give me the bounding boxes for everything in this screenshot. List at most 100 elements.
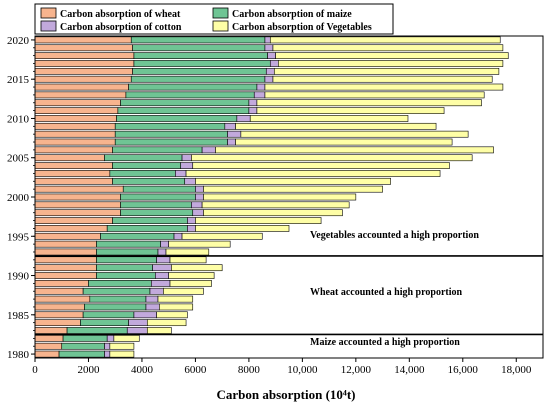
legend-label-vegetables: Carbon absorption of Vegetables (232, 22, 372, 33)
bar-2018-series-2 (267, 52, 276, 59)
bar-2012-series-0 (34, 99, 121, 107)
bar-2011-series-3 (256, 107, 445, 114)
bar-1985-series-3 (156, 311, 188, 319)
bar-1995-series-2 (173, 232, 183, 240)
y-tick-label-6: 2010 (7, 113, 30, 125)
bar-2000-series-3 (203, 193, 357, 201)
bar-1983-series-1 (66, 327, 128, 334)
bar-2014-series-3 (264, 83, 504, 91)
bar-2019-series-2 (264, 44, 274, 52)
bar-1989-series-3 (169, 280, 212, 287)
bar-1995-series-0 (34, 232, 101, 240)
bar-2013-series-0 (34, 91, 127, 99)
bar-2014-series-1 (128, 83, 258, 91)
bar-2001-series-1 (122, 185, 196, 193)
legend-swatch-maize (212, 7, 229, 19)
bar-2007-series-2 (227, 138, 236, 146)
y-tick-label-7: 2015 (7, 74, 30, 86)
bar-2009-series-2 (224, 122, 236, 130)
legend-label-wheat: Carbon absorption of wheat (60, 9, 181, 20)
bar-2004-series-3 (192, 162, 450, 169)
x-tick-label-0: 0 (32, 364, 38, 376)
bar-2020-series-0 (34, 36, 132, 44)
bar-2013-series-3 (264, 91, 485, 99)
bar-2017-series-1 (133, 60, 271, 67)
bar-1992-series-2 (156, 256, 171, 264)
bar-1982-series-2 (106, 334, 115, 342)
legend-swatch-vegetables (212, 20, 229, 32)
bar-1984-series-0 (34, 319, 81, 327)
y-tick-label-1: 1985 (7, 310, 30, 322)
bar-2000-series-2 (195, 193, 204, 201)
bar-2005-series-3 (191, 154, 473, 162)
bar-2007-series-3 (235, 138, 453, 146)
legend-swatch-cotton (40, 20, 57, 32)
bar-2002-series-0 (34, 177, 113, 185)
bar-2018-series-0 (34, 52, 135, 59)
bar-2011-series-0 (34, 107, 119, 114)
bar-1997-series-3 (195, 217, 322, 224)
bar-1981-series-1 (61, 342, 105, 350)
bar-2000-series-0 (34, 193, 121, 201)
bar-2005-series-1 (104, 154, 183, 162)
bar-2015-series-3 (272, 75, 493, 83)
bar-2016-series-1 (132, 67, 267, 75)
bar-1999-series-3 (201, 201, 350, 209)
bar-1991-series-0 (34, 264, 97, 272)
bar-1991-series-1 (96, 264, 153, 272)
bar-2003-series-0 (34, 170, 111, 177)
bar-2017-series-0 (34, 60, 135, 67)
bar-2004-series-2 (180, 162, 194, 169)
bar-1983-series-3 (146, 327, 172, 334)
bar-1993-series-1 (96, 248, 159, 256)
bar-1986-series-2 (145, 303, 160, 311)
bar-2009-series-3 (235, 122, 437, 130)
bar-1998-series-2 (192, 209, 204, 217)
bar-2012-series-3 (256, 99, 482, 107)
x-tick-label-8: 16,000 (448, 364, 479, 376)
bar-2004-series-0 (34, 162, 113, 169)
bar-2010-series-1 (116, 115, 238, 122)
y-tick-label-3: 1995 (7, 231, 30, 243)
bar-1995-series-3 (181, 232, 263, 240)
bar-1995-series-1 (100, 232, 175, 240)
bar-1990-series-0 (34, 272, 97, 279)
x-axis-title: Carbon absorption (10⁴t) (217, 387, 356, 402)
bar-1984-series-2 (128, 319, 148, 327)
bar-1989-series-2 (151, 280, 171, 287)
bar-1988-series-0 (34, 287, 84, 295)
legend-label-maize: Carbon absorption of maize (232, 9, 352, 20)
legend-swatch-wheat (40, 7, 57, 19)
bar-1999-series-2 (191, 201, 203, 209)
bar-2001-series-3 (203, 185, 383, 193)
x-tick-label-4: 8000 (238, 364, 261, 376)
bar-2002-series-1 (112, 177, 186, 185)
bar-2018-series-1 (133, 52, 268, 59)
bar-1985-series-2 (133, 311, 157, 319)
bar-2003-series-3 (185, 170, 441, 177)
bar-2005-series-2 (181, 154, 192, 162)
y-tick-label-5: 2005 (7, 153, 30, 165)
bar-2013-series-2 (253, 91, 266, 99)
bar-2015-series-2 (264, 75, 274, 83)
bar-1987-series-0 (34, 295, 91, 303)
bar-1992-series-3 (169, 256, 207, 264)
y-tick-label-8: 2020 (7, 35, 30, 47)
bar-2020-series-3 (269, 36, 501, 44)
bar-2008-series-1 (114, 130, 228, 138)
legend-label-cotton: Carbon absorption of cotton (60, 22, 182, 33)
x-tick-label-5: 10,000 (287, 364, 318, 376)
bar-1982-series-3 (113, 334, 140, 342)
bar-2003-series-2 (175, 170, 187, 177)
legend: Carbon absorption of wheat Carbon absorp… (34, 3, 394, 35)
bar-2007-series-0 (34, 138, 116, 146)
bar-2002-series-2 (184, 177, 196, 185)
bar-2007-series-1 (114, 138, 228, 146)
y-tick-label-2: 1990 (7, 271, 30, 283)
bar-2003-series-1 (109, 170, 176, 177)
bar-1991-series-2 (152, 264, 172, 272)
bar-2020-series-2 (264, 36, 271, 44)
bar-1993-series-2 (157, 248, 167, 256)
bar-1988-series-3 (163, 287, 204, 295)
bar-1994-series-1 (96, 240, 161, 248)
